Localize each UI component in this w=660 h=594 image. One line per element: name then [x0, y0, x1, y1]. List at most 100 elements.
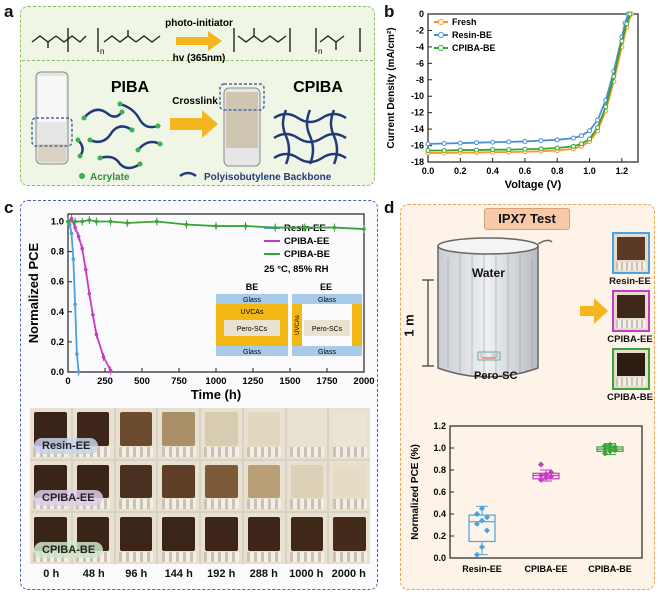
jv-point: [522, 138, 528, 144]
be-glass-top: [216, 294, 288, 304]
stab-x-tick: 250: [97, 376, 113, 387]
aging-photo-tile: [286, 513, 328, 564]
aging-photo-tile: [201, 408, 242, 459]
electrode-fingers: [332, 446, 367, 457]
perovskite-film: [333, 464, 366, 499]
box-data-point: [612, 443, 618, 450]
ee-uvca-left: [292, 304, 302, 346]
photo-time-label: 288 h: [249, 568, 278, 580]
box-y-tick: 0.6: [433, 487, 446, 497]
box-x-label: CPIBA-BE: [588, 564, 632, 574]
box-data-point: [538, 461, 544, 468]
stab-point: [76, 234, 81, 239]
ee-uvca-label: UVCAs: [295, 315, 301, 335]
stab-point: [75, 352, 79, 356]
be-glass-bottom: [216, 346, 288, 356]
stab-point: [83, 267, 88, 272]
box-x-label: CPIBA-EE: [524, 564, 567, 574]
photo-row-label: CPIBA-BE: [34, 542, 104, 558]
stab-point: [94, 219, 99, 224]
reaction-arrow-icon: [176, 31, 222, 51]
panel-letter-a: a: [4, 2, 14, 21]
jv-point: [441, 147, 447, 153]
be-glass-bottom-label: Glass: [243, 349, 261, 356]
stab-point: [362, 227, 366, 231]
jv-point: [457, 140, 463, 146]
stab-point: [108, 219, 113, 224]
stab-y-tick: 0.2: [51, 337, 64, 348]
jv-y-tick: -2: [416, 25, 424, 35]
ipx7-photo-label: CPIBA-BE: [607, 392, 653, 403]
electrode-fingers: [161, 446, 196, 457]
acrylate-dots: [75, 101, 163, 167]
stab-point: [243, 224, 248, 228]
stab-x-tick: 1750: [316, 376, 337, 387]
beaker-illustration: [422, 237, 553, 378]
water-label: Water: [472, 266, 505, 280]
jv-point: [425, 141, 431, 147]
crosslink-label: Crosslink: [172, 96, 218, 107]
jv-point: [611, 73, 617, 79]
be-glass-top-label: Glass: [243, 297, 261, 304]
be-pero: [224, 320, 280, 336]
jv-plot-frame: [427, 13, 639, 163]
box-data-point: [538, 476, 544, 483]
ipx7-title: IPX7 Test: [484, 208, 570, 230]
perovskite-film: [162, 517, 195, 551]
box-data-point: [484, 527, 490, 534]
stab-x-tick: 750: [171, 376, 187, 387]
box-y-tick: 0.0: [433, 553, 446, 563]
depth-label: 1 m: [401, 314, 417, 337]
panel-letter-c: c: [4, 198, 14, 217]
ipx7-photo-fingers: [616, 262, 646, 270]
aging-photo-tile: [329, 513, 370, 564]
ipx7-photo-film: [617, 237, 645, 260]
jv-point: [441, 141, 447, 146]
stab-x-tick: 1500: [279, 376, 300, 387]
electrode-fingers: [247, 446, 282, 457]
stab-point: [71, 257, 76, 261]
stab-y-tick: 0.8: [51, 247, 64, 258]
ee-glass-bottom: [292, 346, 362, 356]
jv-legend-label: CPIBA-BE: [452, 43, 496, 53]
stab-legend-label: CPIBA-BE: [284, 249, 330, 260]
aging-photo-tile: [286, 408, 328, 459]
stab-point: [155, 219, 159, 224]
stab-y-tick: 0.4: [51, 307, 65, 318]
jv-x-tick: 1.2: [616, 166, 629, 176]
box-data-point: [543, 474, 549, 481]
box-y-tick: 0.2: [433, 531, 446, 541]
polymer-structure: [233, 28, 361, 52]
photo-time-label: 96 h: [125, 568, 148, 580]
jv-y-tick: -10: [411, 91, 424, 101]
aging-photo-tile: [286, 460, 328, 512]
electrode-fingers: [204, 446, 239, 457]
aging-photo-tile: [115, 408, 157, 459]
jv-point: [587, 136, 593, 142]
jv-x-tick: 0.8: [551, 166, 564, 176]
jv-point: [457, 147, 463, 153]
box-data-point: [484, 514, 490, 521]
box-y-tick: 1.2: [433, 421, 446, 431]
jv-x-tick: 0.0: [422, 166, 435, 176]
photo-time-label: 48 h: [82, 568, 105, 580]
ipx7-photo-fingers: [616, 320, 646, 328]
perovskite-film: [290, 412, 324, 446]
box-y-tick: 0.4: [433, 509, 446, 519]
box-data-point: [548, 469, 554, 476]
box-y-tick: 0.8: [433, 465, 446, 475]
stab-point: [125, 221, 129, 225]
box-data-point: [543, 471, 549, 478]
box-data-point: [538, 472, 544, 479]
photo-row-label: Resin-EE: [34, 438, 99, 454]
jv-x-tick: 0.4: [486, 166, 499, 176]
aging-photo-tile: [115, 513, 157, 564]
stab-x-tick: 1000: [205, 376, 226, 387]
electrode-fingers: [289, 551, 324, 562]
ee-uvca-right: [352, 304, 362, 346]
reaction-bottom-label: hv (365nm): [173, 53, 226, 64]
stab-point: [108, 368, 113, 373]
box-data-point: [479, 544, 485, 550]
perovskite-film: [333, 517, 366, 551]
perovskite-film: [247, 517, 281, 551]
